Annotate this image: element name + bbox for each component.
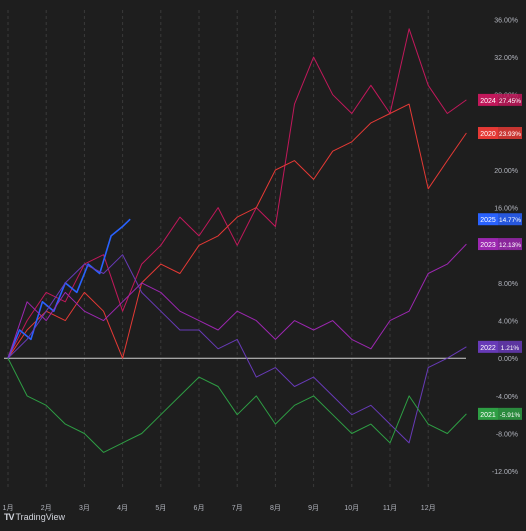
series-badge-name-box bbox=[478, 407, 498, 420]
series-badge-value: 1.21% bbox=[501, 345, 520, 352]
x-axis: 1月 2月 3月 4月 5月 6月 7月 8月 9月 10月 11月 12月 bbox=[3, 504, 436, 512]
series-badge-value-box bbox=[498, 93, 522, 106]
y-tick-label: -8.00% bbox=[496, 432, 518, 439]
y-tick-label: 36.00% bbox=[494, 17, 518, 24]
series-badges: 2024 27.45% 2020 23.93% 2025 14.77% 2023 12.13%… bbox=[478, 93, 522, 420]
x-tick-label: 2月 bbox=[41, 504, 52, 512]
series-line-2022 bbox=[7, 254, 467, 444]
series-badge-name-box bbox=[478, 127, 498, 140]
series-line-2023 bbox=[7, 243, 467, 359]
x-tick-label: 5月 bbox=[155, 504, 166, 512]
series-badge-value-box bbox=[498, 340, 522, 353]
series-badge-name: 2022 bbox=[480, 345, 496, 352]
tradingview-logo-text: TradingView bbox=[15, 512, 66, 522]
series-badge-value: -5.91% bbox=[500, 412, 521, 419]
y-tick-label: -4.00% bbox=[496, 394, 518, 401]
y-tick-label: 16.00% bbox=[494, 206, 518, 213]
y-tick-label: 0.00% bbox=[498, 356, 518, 363]
x-tick-label: 6月 bbox=[194, 504, 205, 512]
series-badge-name-box bbox=[478, 213, 498, 226]
series-badge-value: 27.45% bbox=[499, 98, 521, 105]
tradingview-logo-mark: TV bbox=[4, 512, 14, 522]
series-badge-name-box bbox=[478, 238, 498, 251]
tradingview-logo: TV TradingView bbox=[4, 512, 65, 522]
series-badge-2021: 2021 -5.91% bbox=[478, 407, 522, 420]
series-badge-value-box bbox=[498, 213, 522, 226]
x-tick-label: 4月 bbox=[117, 504, 128, 512]
x-tick-label: 12月 bbox=[421, 504, 436, 512]
series-badge-value: 23.93% bbox=[499, 131, 521, 138]
series-badge-name-box bbox=[478, 340, 498, 353]
series-line-2025 bbox=[7, 218, 131, 359]
y-tick-label: 8.00% bbox=[498, 281, 518, 288]
series-badge-name-box bbox=[478, 93, 498, 106]
series-badge-2020: 2020 23.93% bbox=[478, 127, 522, 140]
series-badge-2023: 2023 12.13% bbox=[478, 238, 522, 251]
y-tick-label: -12.00% bbox=[492, 469, 518, 476]
series-badge-name: 2023 bbox=[480, 242, 496, 249]
series-badge-value-box bbox=[498, 127, 522, 140]
x-tick-label: 9月 bbox=[308, 504, 319, 512]
y-tick-label: 4.00% bbox=[498, 319, 518, 326]
series-badge-2022: 2022 1.21% bbox=[478, 340, 522, 353]
series-badge-value-box bbox=[498, 407, 522, 420]
series-line-2020 bbox=[7, 103, 467, 359]
x-tick-label: 3月 bbox=[79, 504, 90, 512]
series-badge-name: 2020 bbox=[480, 131, 496, 138]
x-tick-label: 10月 bbox=[344, 504, 359, 512]
series-badge-2025: 2025 14.77% bbox=[478, 213, 522, 226]
series-badge-value: 14.77% bbox=[499, 217, 521, 224]
series-badge-name: 2021 bbox=[480, 412, 496, 419]
series-badge-value-box bbox=[498, 238, 522, 251]
x-tick-label: 11月 bbox=[383, 504, 397, 512]
series-layer bbox=[7, 28, 467, 453]
series-badge-name: 2025 bbox=[480, 217, 496, 224]
series-badge-value: 12.13% bbox=[499, 242, 521, 249]
y-tick-label: 20.00% bbox=[494, 168, 518, 175]
x-tick-label: 8月 bbox=[270, 504, 281, 512]
x-tick-label: 7月 bbox=[232, 504, 243, 512]
series-badge-name: 2024 bbox=[480, 98, 496, 105]
grid-layer bbox=[7, 10, 429, 490]
x-tick-label: 1月 bbox=[3, 504, 14, 512]
series-line-2021 bbox=[7, 357, 467, 453]
series-badge-2024: 2024 27.45% bbox=[478, 93, 522, 106]
y-tick-label: 32.00% bbox=[494, 55, 518, 62]
